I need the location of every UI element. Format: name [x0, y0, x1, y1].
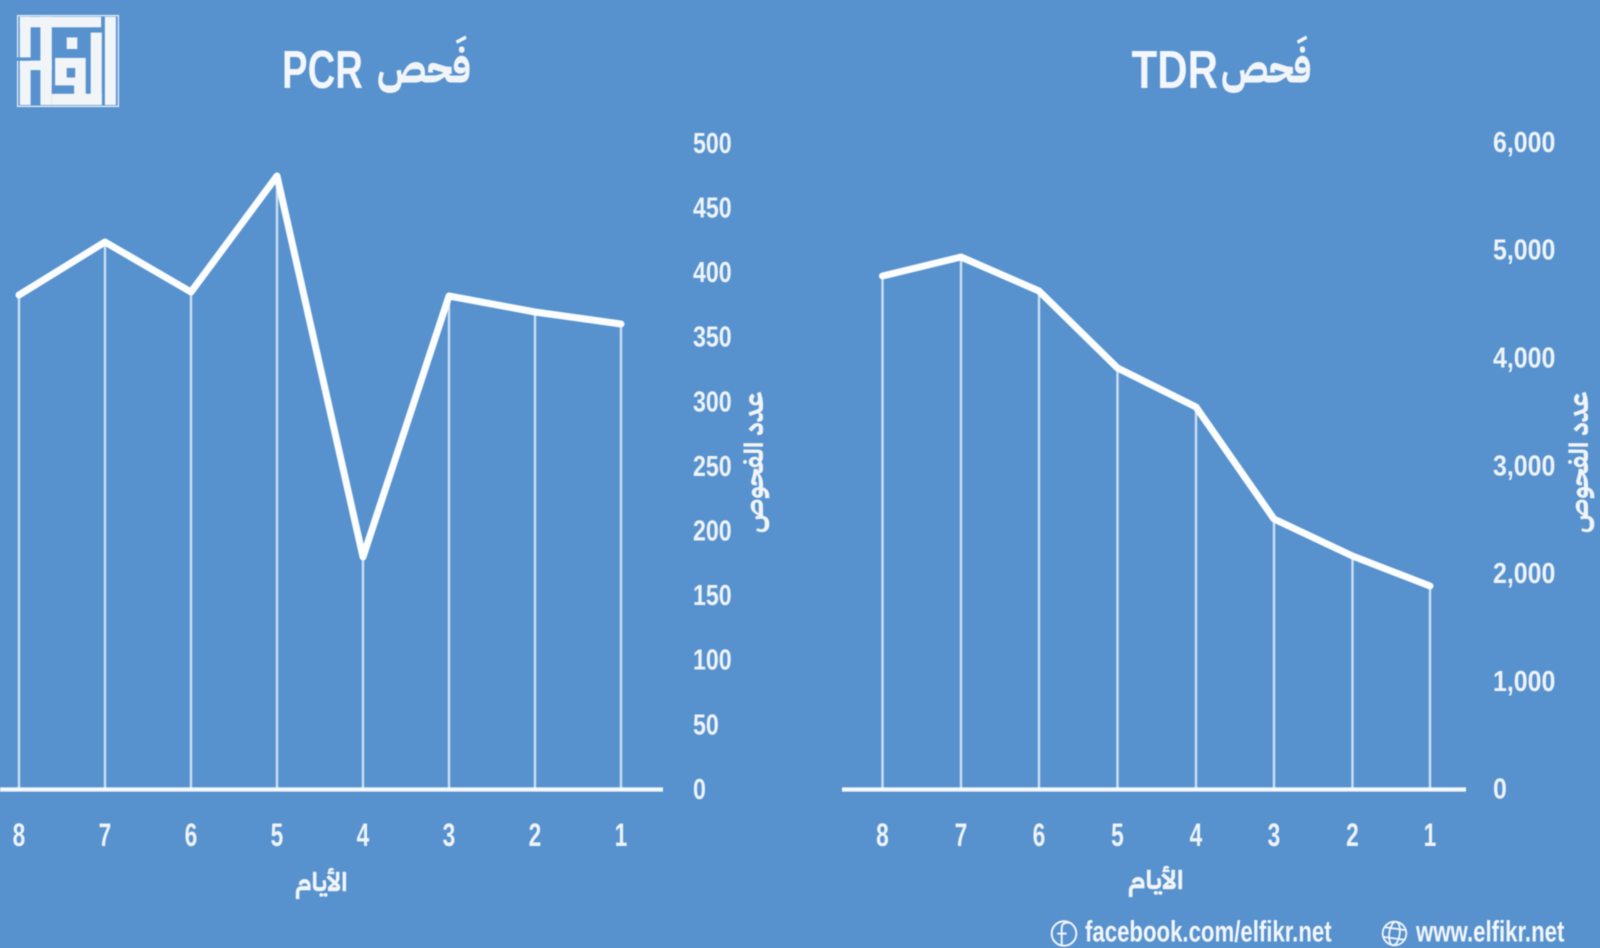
- svg-text:0: 0: [693, 772, 706, 805]
- svg-text:6,000: 6,000: [1493, 126, 1555, 158]
- svg-text:5,000: 5,000: [1493, 234, 1555, 266]
- svg-text:200: 200: [693, 514, 732, 547]
- svg-text:5: 5: [1111, 817, 1124, 853]
- svg-text:2: 2: [529, 817, 542, 853]
- svg-text:3: 3: [1268, 817, 1281, 853]
- svg-text:facebook.com/elfikr.net: facebook.com/elfikr.net: [1085, 914, 1332, 948]
- svg-text:7: 7: [955, 817, 968, 853]
- svg-text:1,000: 1,000: [1493, 665, 1555, 697]
- svg-text:500: 500: [693, 126, 732, 159]
- svg-text:400: 400: [693, 256, 732, 289]
- svg-text:2: 2: [1346, 817, 1359, 853]
- svg-text:5: 5: [271, 817, 284, 853]
- svg-text:3,000: 3,000: [1493, 450, 1555, 482]
- svg-text:100: 100: [693, 643, 732, 676]
- svg-text:4: 4: [357, 817, 370, 853]
- svg-text:1: 1: [1424, 817, 1437, 853]
- svg-text:50: 50: [693, 708, 719, 741]
- svg-text:2,000: 2,000: [1493, 557, 1555, 589]
- svg-text:1: 1: [615, 817, 628, 853]
- svg-text:0: 0: [1493, 773, 1507, 805]
- svg-text:6: 6: [1033, 817, 1046, 853]
- svg-text:PCR: PCR: [282, 40, 363, 100]
- svg-text:7: 7: [99, 817, 112, 853]
- svg-text:8: 8: [13, 817, 26, 853]
- svg-text:6: 6: [185, 817, 198, 853]
- svg-text:300: 300: [693, 385, 732, 418]
- svg-text:3: 3: [443, 817, 456, 853]
- svg-text:4: 4: [1190, 817, 1203, 853]
- svg-text:150: 150: [693, 579, 732, 612]
- svg-text:250: 250: [693, 449, 732, 482]
- svg-text:4,000: 4,000: [1493, 342, 1555, 374]
- svg-text:8: 8: [876, 817, 889, 853]
- svg-text:450: 450: [693, 191, 732, 224]
- svg-text:www.elfikr.net: www.elfikr.net: [1415, 914, 1564, 948]
- svg-text:350: 350: [693, 320, 732, 353]
- svg-text:TDR: TDR: [1132, 40, 1219, 100]
